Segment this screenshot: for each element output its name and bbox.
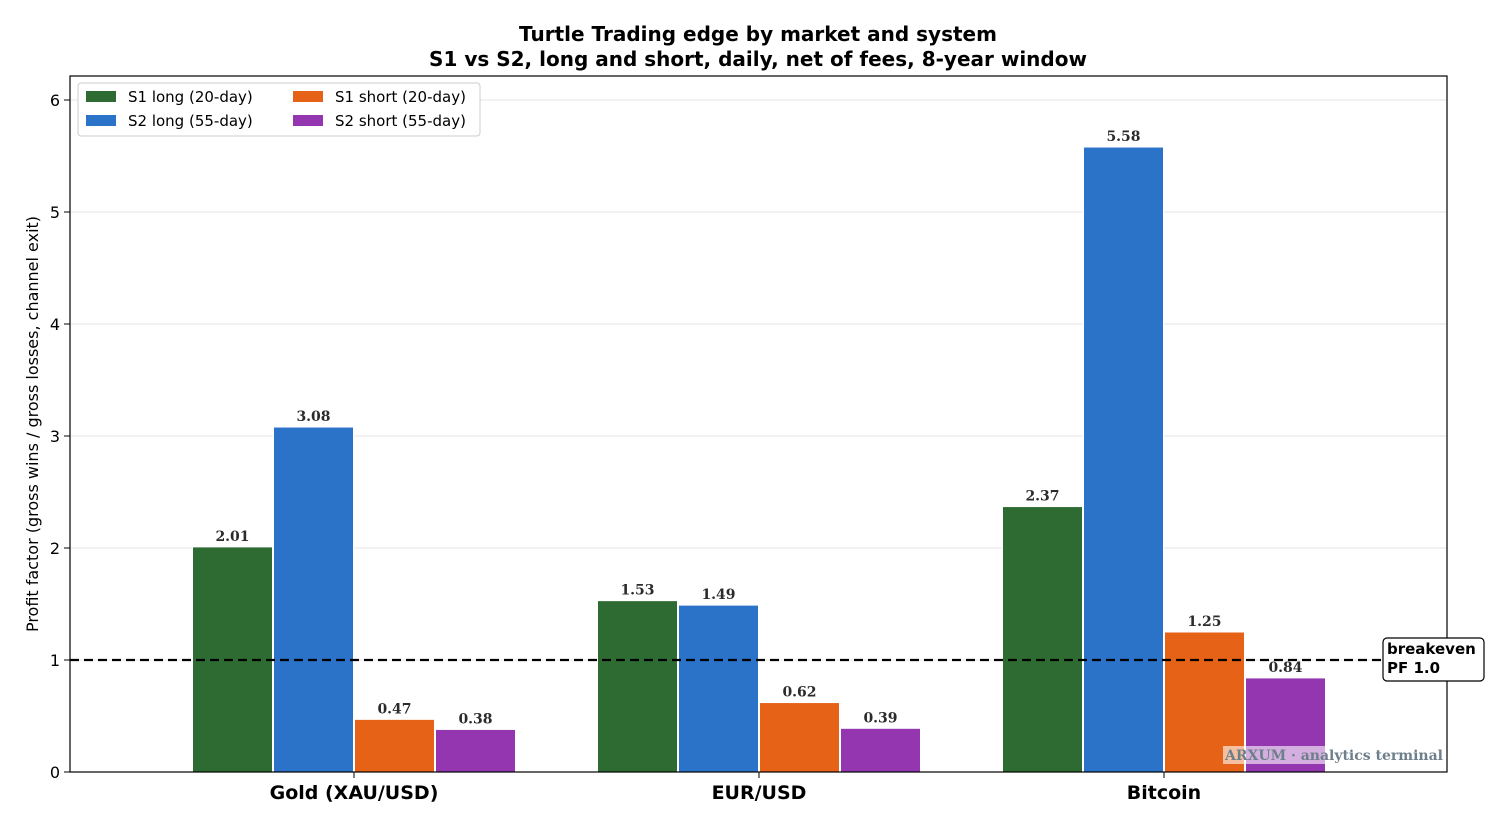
y-tick-label: 1 [50,651,60,670]
y-tick-label: 5 [50,203,60,222]
bar-value-label: 2.37 [1025,489,1059,505]
bar-value-label: 1.53 [620,583,654,599]
bar [840,727,921,773]
bar-value-label: 0.47 [377,701,411,717]
breakeven-annotation-text: PF 1.0 [1387,659,1440,677]
legend-label: S2 short (55-day) [335,112,466,130]
bar [678,604,759,773]
bar [759,702,840,773]
bar [1083,146,1164,773]
legend-label: S1 short (20-day) [335,88,466,106]
watermark-text: ARXUM · analytics terminal [1224,748,1443,764]
x-tick-label: EUR/USD [712,782,807,804]
y-tick-label: 3 [50,427,60,446]
y-tick-label: 4 [50,315,60,334]
breakeven-annotation-box [1382,637,1485,682]
bar-value-label: 0.84 [1268,660,1302,676]
y-tick-label: 0 [50,763,60,782]
bar-value-label: 0.39 [863,710,897,726]
bar [273,426,354,773]
y-axis-ticks: 0 1 2 3 4 5 6 [50,91,70,782]
legend-label: S1 long (20-day) [128,88,253,106]
legend-swatch [86,91,116,102]
chart-title: Turtle Trading edge by market and system [519,22,997,46]
chart-subtitle: S1 vs S2, long and short, daily, net of … [429,47,1087,71]
bar [597,600,678,773]
bar-value-label: 5.58 [1106,129,1140,145]
y-tick-label: 6 [50,91,60,110]
x-tick-label: Bitcoin [1127,782,1201,804]
x-tick-label: Gold (XAU/USD) [270,782,439,804]
y-axis-label: Profit factor (gross wins / gross losses… [23,216,42,632]
bar-value-label: 0.38 [458,711,492,727]
bars [192,146,1326,773]
bar-value-label: 2.01 [215,529,249,545]
legend-box [77,82,481,137]
x-axis-ticks: Gold (XAU/USD) EUR/USD Bitcoin [270,772,1201,804]
bar [354,718,435,773]
bar-value-label: 0.62 [782,685,816,701]
bar-value-label: 1.25 [1187,614,1221,630]
bar-value-label: 3.08 [296,409,330,425]
y-tick-label: 2 [50,539,60,558]
watermark: ARXUM · analytics terminal [1223,746,1443,764]
value-labels: 2.01 1.53 2.37 3.08 1.49 5.58 0.47 0.62 1.25 0.38… [215,129,1302,727]
legend-swatch [86,115,116,126]
breakeven-annotation-text: breakeven [1387,640,1476,658]
legend-swatch [293,115,323,126]
bar [1002,506,1083,773]
legend: S1 long (20-day) S2 long (55-day) S1 short… [77,82,481,137]
bar [435,728,516,773]
legend-label: S2 long (55-day) [128,112,253,130]
bar-value-label: 1.49 [701,587,735,603]
legend-swatch [293,91,323,102]
